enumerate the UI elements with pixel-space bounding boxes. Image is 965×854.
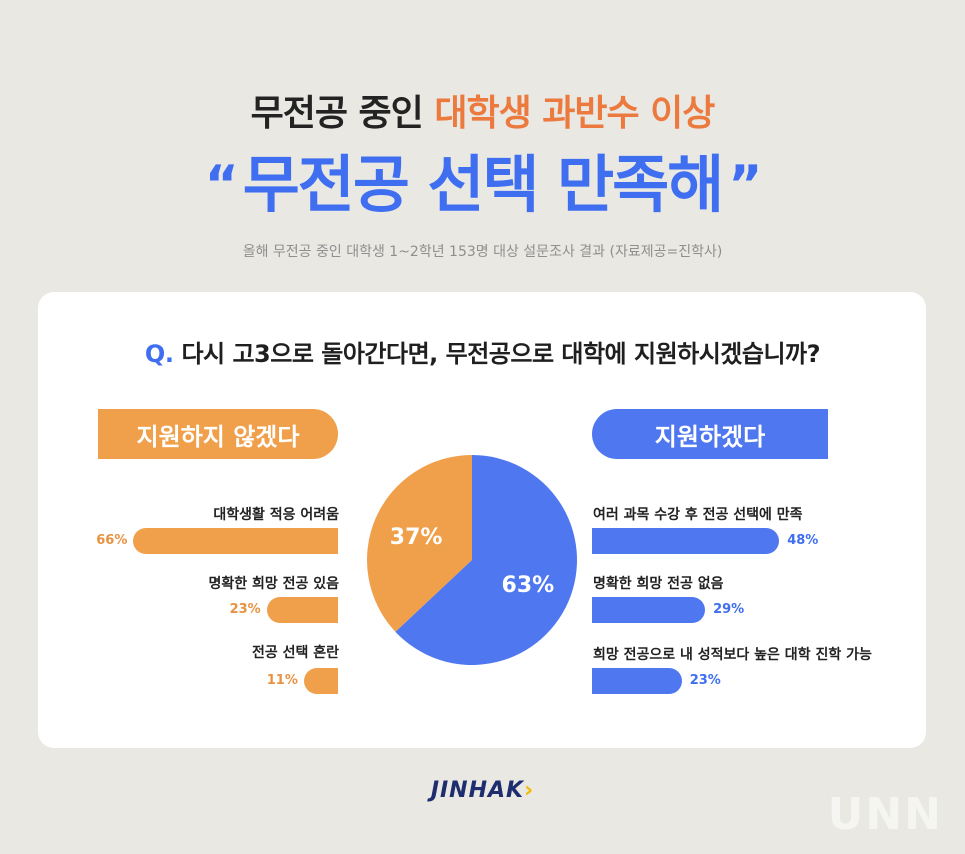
reason-no-1-value: 66% <box>96 533 128 548</box>
question: Q. 다시 고3으로 돌아간다면, 무전공으로 대학에 지원하시겠습니까? <box>0 334 965 369</box>
reason-yes-1-label: 여러 과목 수강 후 전공 선택에 만족 <box>593 507 803 523</box>
pie-slice-2 <box>395 455 577 665</box>
reason-no-2-bar <box>266 597 338 623</box>
pie-label-2: 63% <box>502 573 555 598</box>
question-prefix: Q. <box>144 340 174 368</box>
reason-yes-2-label: 명확한 희망 전공 없음 <box>593 576 724 592</box>
reason-yes-3-bar <box>592 668 682 694</box>
close-quote: ” <box>728 155 762 215</box>
reason-no-2-value: 23% <box>229 602 261 617</box>
reason-yes-2-bar <box>592 597 706 623</box>
reason-no-3-value: 11% <box>266 673 298 688</box>
title-part-2: 대학생 과반수 이상 <box>434 93 715 134</box>
reason-yes-1-bar <box>592 528 780 554</box>
reason-yes-3-label: 희망 전공으로 내 성적보다 높은 대학 진학 가능 <box>593 647 872 663</box>
jinhak-logo: JINHAK› <box>0 778 965 803</box>
open-quote: “ <box>204 155 239 215</box>
title-line-1: 무전공 중인 대학생 과반수 이상 <box>0 84 965 136</box>
reason-no-1-bar <box>133 528 338 554</box>
reason-yes-3-value: 23% <box>689 673 721 688</box>
pie-chart: 37% 63% <box>367 455 577 665</box>
watermark: UNN <box>827 789 943 840</box>
subtitle: 올해 무전공 중인 대학생 1~2학년 153명 대상 설문조사 결과 (자료제… <box>242 244 723 260</box>
pill-no: 지원하지 않겠다 <box>98 409 338 459</box>
question-text: 다시 고3으로 돌아간다면, 무전공으로 대학에 지원하시겠습니까? <box>181 340 821 368</box>
pie-label-1: 37% <box>390 525 443 550</box>
headline: “무전공 선택 만족해” <box>0 145 965 225</box>
reason-no-3-label: 전공 선택 혼란 <box>251 645 339 661</box>
reason-no-3-bar <box>303 668 338 694</box>
reason-no-1-label: 대학생활 적응 어려움 <box>213 507 339 523</box>
logo-text: JINHAK <box>430 778 525 803</box>
reason-yes-2-value: 29% <box>713 602 745 617</box>
pie-slice-1 <box>367 455 472 632</box>
headline-text: 무전공 선택 만족해 <box>242 148 724 221</box>
reason-yes-1-value: 48% <box>787 533 819 548</box>
title-part-1: 무전공 중인 <box>250 93 424 134</box>
pill-yes: 지원하겠다 <box>592 409 828 459</box>
reason-no-2-label: 명확한 희망 전공 있음 <box>208 576 339 592</box>
logo-arrow-icon: › <box>524 778 535 803</box>
